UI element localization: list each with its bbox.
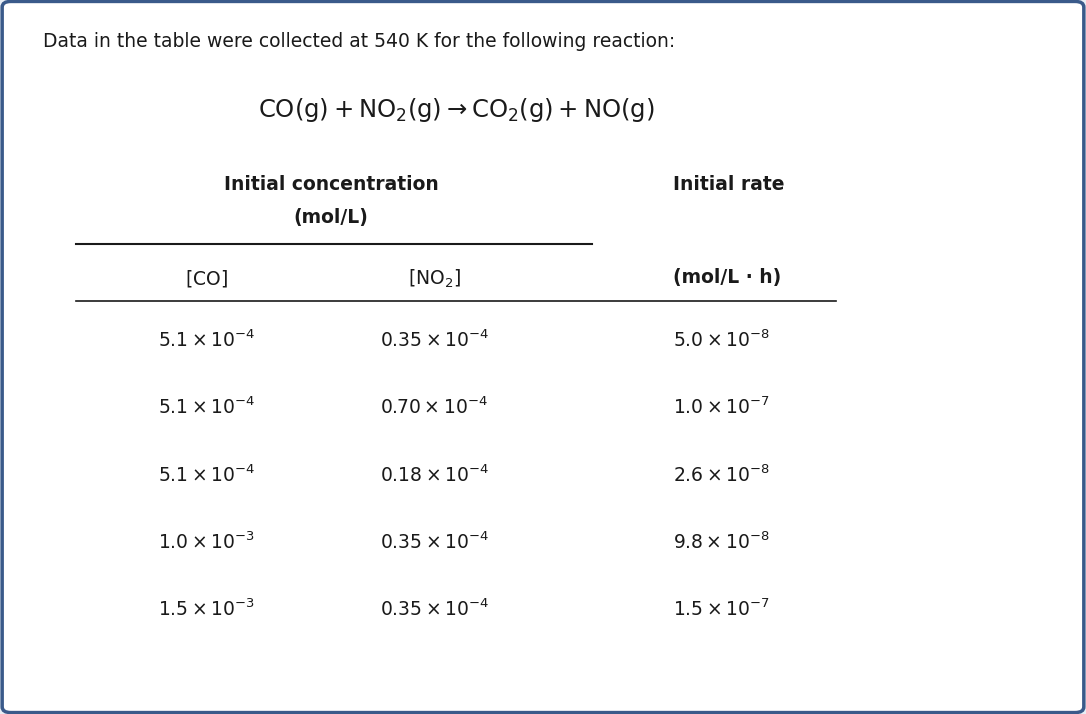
Text: $[\mathrm{CO}]$: $[\mathrm{CO}]$ [185,268,228,288]
Text: $5.1 \times 10^{-4}$: $5.1 \times 10^{-4}$ [157,397,255,418]
Text: $1.5 \times 10^{-3}$: $1.5 \times 10^{-3}$ [157,598,255,620]
Text: $0.18 \times 10^{-4}$: $0.18 \times 10^{-4}$ [380,464,489,486]
Text: $1.0 \times 10^{-3}$: $1.0 \times 10^{-3}$ [157,531,255,553]
Text: (mol/L): (mol/L) [294,208,368,228]
Text: $1.0 \times 10^{-7}$: $1.0 \times 10^{-7}$ [673,397,770,418]
Text: Initial rate: Initial rate [673,175,785,194]
Text: Initial concentration: Initial concentration [224,175,439,194]
Text: Data in the table were collected at 540 K for the following reaction:: Data in the table were collected at 540 … [43,32,675,51]
Text: $[\mathrm{NO_2}]$: $[\mathrm{NO_2}]$ [408,268,460,290]
Text: $0.35 \times 10^{-4}$: $0.35 \times 10^{-4}$ [380,531,489,553]
Text: $5.1 \times 10^{-4}$: $5.1 \times 10^{-4}$ [157,330,255,351]
Text: $2.6 \times 10^{-8}$: $2.6 \times 10^{-8}$ [673,464,771,486]
Text: $0.35 \times 10^{-4}$: $0.35 \times 10^{-4}$ [380,598,489,620]
Text: $1.5 \times 10^{-7}$: $1.5 \times 10^{-7}$ [673,598,770,620]
Text: (mol/L · h): (mol/L · h) [673,268,782,287]
Text: $5.0 \times 10^{-8}$: $5.0 \times 10^{-8}$ [673,330,771,351]
Text: $\mathrm{CO(g) + NO_2(g) \rightarrow CO_2(g) + NO(g)}$: $\mathrm{CO(g) + NO_2(g) \rightarrow CO_… [257,96,655,124]
Text: $9.8 \times 10^{-8}$: $9.8 \times 10^{-8}$ [673,531,770,553]
Text: $5.1 \times 10^{-4}$: $5.1 \times 10^{-4}$ [157,464,255,486]
Text: $0.70 \times 10^{-4}$: $0.70 \times 10^{-4}$ [380,397,489,418]
Text: $0.35 \times 10^{-4}$: $0.35 \times 10^{-4}$ [380,330,489,351]
